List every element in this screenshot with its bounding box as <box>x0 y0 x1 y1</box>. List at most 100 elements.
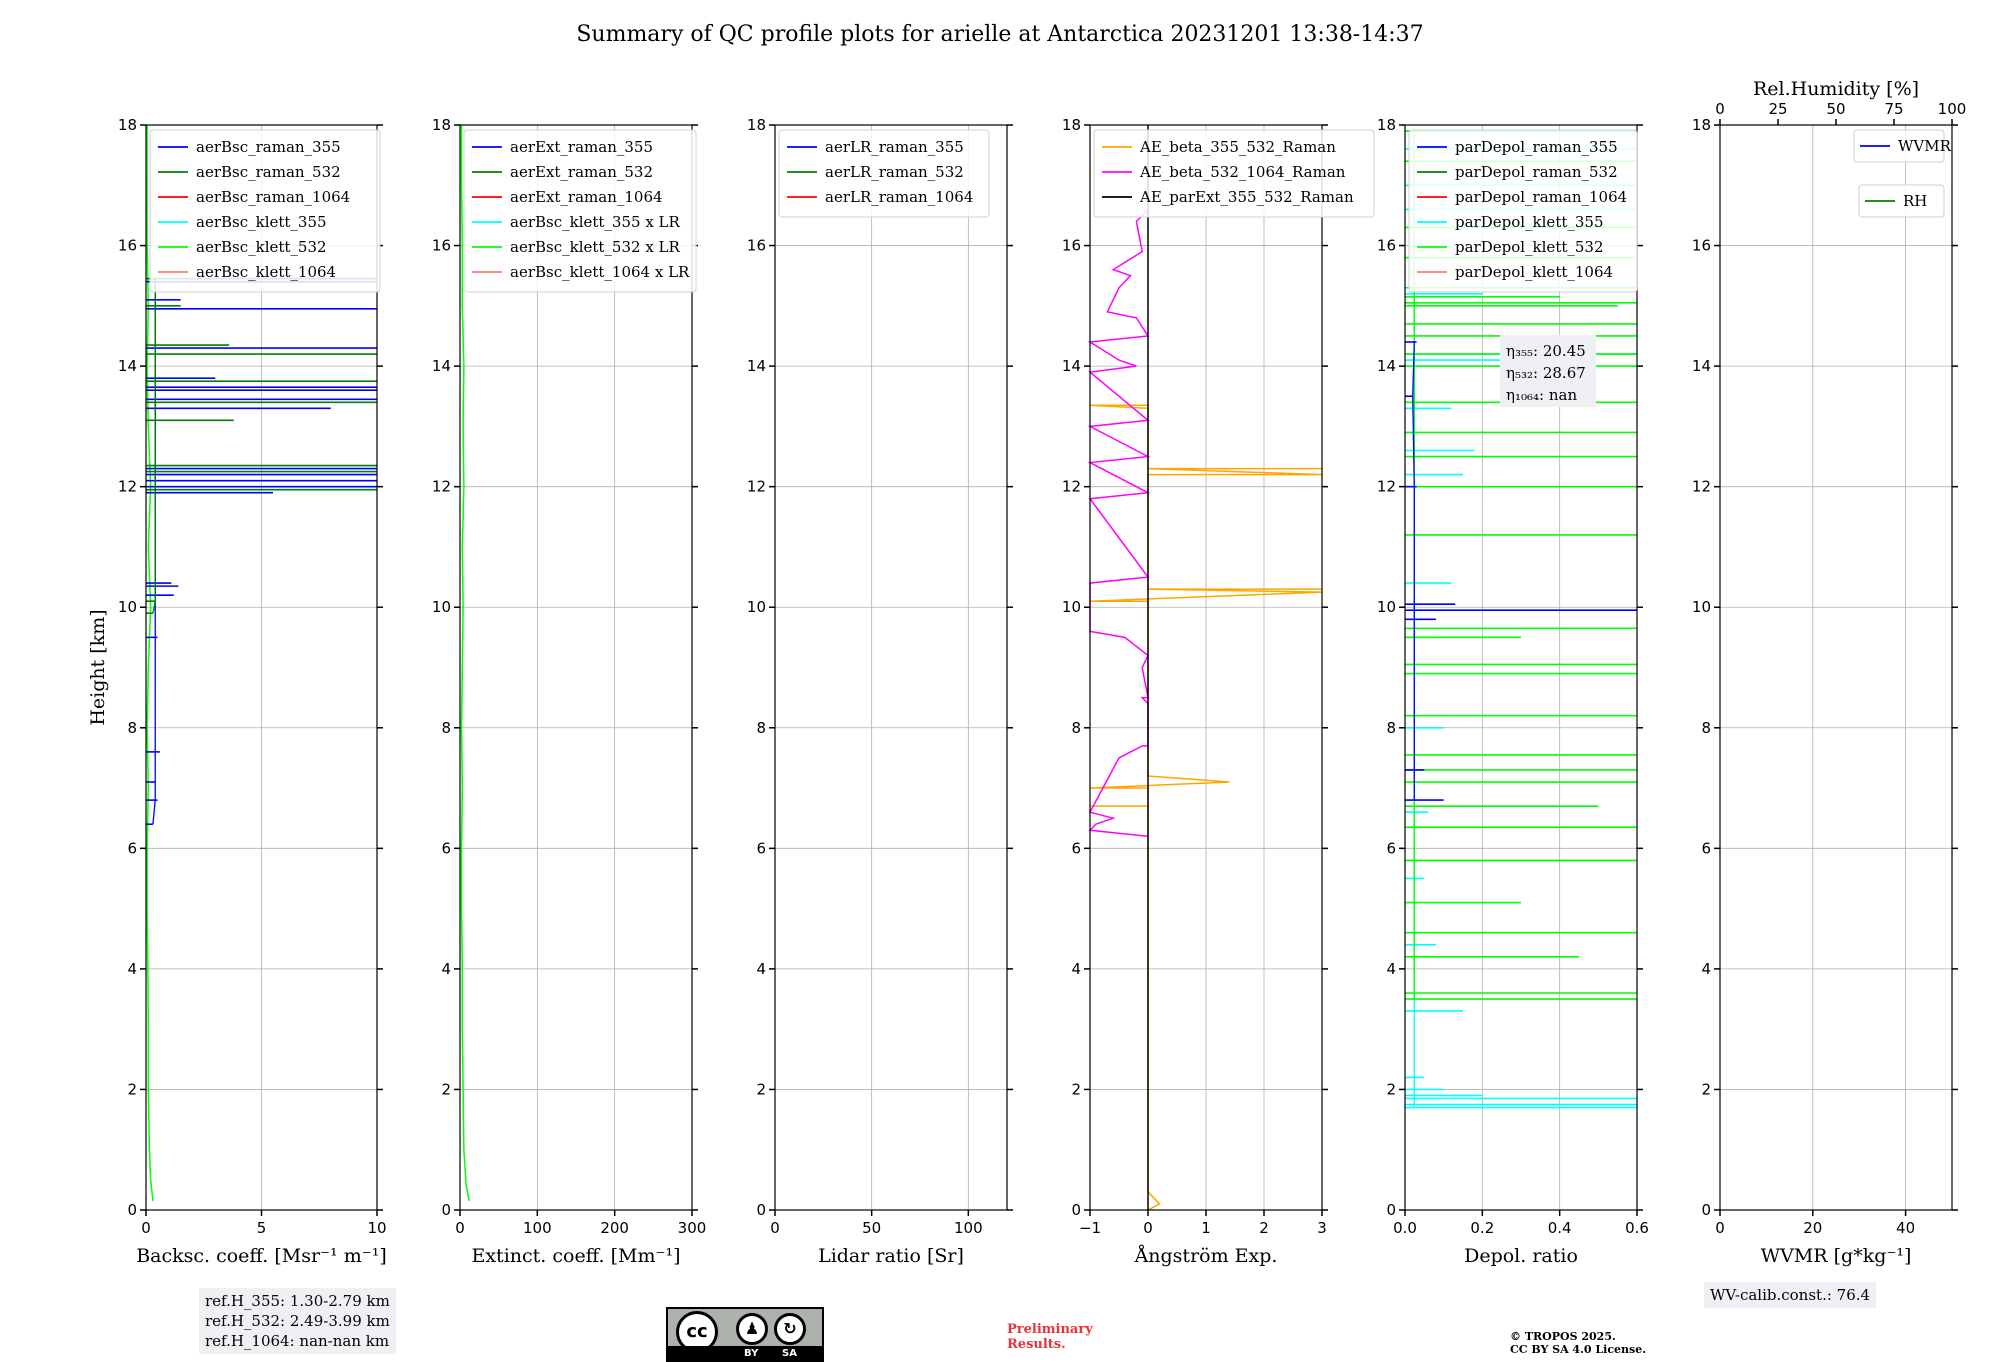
wv-calib-text: WV-calib.const.: 76.4 <box>1710 1286 1871 1304</box>
y-tick-label: 10 <box>432 598 451 616</box>
legend-label: parDepol_raman_355 <box>1455 138 1618 156</box>
y-tick-label: 8 <box>441 719 451 737</box>
x-top-tick-label: 50 <box>1826 100 1845 118</box>
legend-label: aerBsc_raman_532 <box>196 163 341 181</box>
y-tick-label: 6 <box>1071 839 1081 857</box>
x-tick-label: 3 <box>1317 1219 1327 1237</box>
legend-ext: aerExt_raman_355 aerExt_raman_532 aerExt_r… <box>463 129 697 293</box>
x-tick-label: 300 <box>678 1219 707 1237</box>
x-axis-label: Extinct. coeff. [Mm⁻¹] <box>471 1245 680 1267</box>
ref-h-355: ref.H_355: 1.30-2.79 km <box>205 1292 390 1310</box>
x-axis-label: WVMR [g*kg⁻¹] <box>1761 1245 1912 1267</box>
legend-label: parDepol_raman_1064 <box>1455 188 1627 206</box>
x-axis-label: Lidar ratio [Sr] <box>818 1245 964 1267</box>
wv-calib-box: WV-calib.const.: 76.4 <box>1704 1282 1877 1308</box>
y-tick-label: 12 <box>1692 478 1711 496</box>
legend-box <box>1408 129 1638 293</box>
y-tick-label: 2 <box>441 1080 451 1098</box>
legend-label: parDepol_klett_355 <box>1455 213 1604 231</box>
x-top-tick-label: 25 <box>1768 100 1787 118</box>
y-tick-label: 14 <box>1692 357 1711 375</box>
y-tick-label: 2 <box>127 1080 137 1098</box>
badge-by-label: BY <box>744 1348 759 1359</box>
y-tick-label: 8 <box>1386 719 1396 737</box>
y-tick-label: 12 <box>747 478 766 496</box>
legend-box <box>1093 129 1375 218</box>
legend-label: aerLR_raman_532 <box>825 163 964 181</box>
y-tick-label: 18 <box>118 116 137 134</box>
y-tick-label: 16 <box>747 237 766 255</box>
y-tick-label: 16 <box>1062 237 1081 255</box>
x-tick-label: 0 <box>141 1219 151 1237</box>
y-tick-label: 10 <box>747 598 766 616</box>
y-tick-label: 12 <box>1377 478 1396 496</box>
y-tick-label: 2 <box>1701 1080 1711 1098</box>
axes-frame <box>1404 124 1638 1211</box>
x-tick-label: 100 <box>523 1219 552 1237</box>
y-tick-label: 12 <box>1062 478 1081 496</box>
y-tick-label: 10 <box>1377 598 1396 616</box>
x-tick-label: 0.6 <box>1625 1219 1649 1237</box>
x-tick-label: 20 <box>1803 1219 1822 1237</box>
eta-value: η₅₃₂: 28.67 <box>1506 364 1586 382</box>
y-tick-label: 6 <box>756 839 766 857</box>
legend-box <box>1858 184 1945 218</box>
y-tick-label: 14 <box>118 357 137 375</box>
series-AE_beta_532_1064_Raman <box>1087 208 1151 838</box>
y-tick-label: 10 <box>1062 598 1081 616</box>
y-tick-label: 0 <box>1386 1201 1396 1219</box>
y-tick-label: 18 <box>1377 116 1396 134</box>
eta-value: η₁₀₆₄: nan <box>1506 386 1577 404</box>
legend-box <box>778 129 990 218</box>
y-tick-label: 0 <box>1071 1201 1081 1219</box>
annotation-box <box>1500 335 1596 407</box>
legend-box <box>149 129 381 293</box>
panel-ext: 0 2 4 6 8 10 12 14 16 18 0 100 200 300 Extinct. coeff.… <box>432 116 706 1267</box>
y-tick-label: 2 <box>1071 1080 1081 1098</box>
x-axis-label: Ångström Exp. <box>1134 1245 1278 1267</box>
x-tick-label: 100 <box>954 1219 983 1237</box>
ref-h-532: ref.H_532: 2.49-3.99 km <box>205 1312 390 1330</box>
y-tick-label: 16 <box>1692 237 1711 255</box>
y-tick-label: 0 <box>441 1201 451 1219</box>
ref-h-1064: ref.H_1064: nan-nan km <box>205 1332 390 1350</box>
legend-box <box>1853 129 1945 163</box>
x-tick-label: 50 <box>862 1219 881 1237</box>
cc-by-sa-license-badge: cc ♟ ↻ BY SA <box>666 1307 824 1362</box>
copyright-note: © TROPOS 2025. CC BY SA 4.0 License. <box>1510 1330 1647 1356</box>
y-tick-label: 10 <box>1692 598 1711 616</box>
legend-label: aerBsc_klett_355 x LR <box>510 213 681 231</box>
reference-height-box: ref.H_355: 1.30-2.79 km ref.H_532: 2.49-… <box>199 1288 396 1354</box>
y-tick-label: 16 <box>432 237 451 255</box>
legend-depol: parDepol_raman_355 parDepol_raman_532 parD… <box>1408 129 1638 293</box>
legend-label: parDepol_klett_1064 <box>1455 263 1613 281</box>
panel-lr: 0 2 4 6 8 10 12 14 16 18 0 50 100 Lidar ratio [Sr] aer… <box>747 116 1013 1267</box>
legend-label: aerBsc_raman_1064 <box>196 188 350 206</box>
y-tick-label: 6 <box>441 839 451 857</box>
legend-label: aerExt_raman_355 <box>510 138 653 156</box>
panel-bsc: 0 2 4 6 8 10 12 14 16 18 0 5 10 Backsc. coeff. [Msr⁻¹… <box>87 116 387 1267</box>
x-top-tick-label: 100 <box>1938 100 1967 118</box>
eta-value: η₃₅₅: 20.45 <box>1506 342 1586 360</box>
x-tick-label: 0.4 <box>1548 1219 1572 1237</box>
x-tick-label: 0 <box>1715 1219 1725 1237</box>
depol-eta-annotation: η₃₅₅: 20.45 η₅₃₂: 28.67 η₁₀₆₄: nan <box>1500 335 1596 407</box>
y-tick-label: 4 <box>756 960 766 978</box>
series-parDepol_raman_355 <box>1405 341 1637 801</box>
legend-label: aerBsc_klett_1064 <box>196 263 336 281</box>
series-AE_beta_355_532_Raman <box>1089 404 1323 1211</box>
legend-box <box>463 129 697 293</box>
x-top-axis-label: Rel.Humidity [%] <box>1753 78 1919 100</box>
y-tick-label: 8 <box>1071 719 1081 737</box>
legend-label: parDepol_raman_532 <box>1455 163 1618 181</box>
trace <box>152 278 156 614</box>
legend-label: RH <box>1903 192 1927 210</box>
legend-lr: aerLR_raman_355 aerLR_raman_532 aerLR_rama… <box>778 129 990 218</box>
y-tick-label: 14 <box>1062 357 1081 375</box>
y-tick-label: 8 <box>127 719 137 737</box>
x-tick-label: 200 <box>600 1219 629 1237</box>
y-tick-label: 4 <box>1701 960 1711 978</box>
